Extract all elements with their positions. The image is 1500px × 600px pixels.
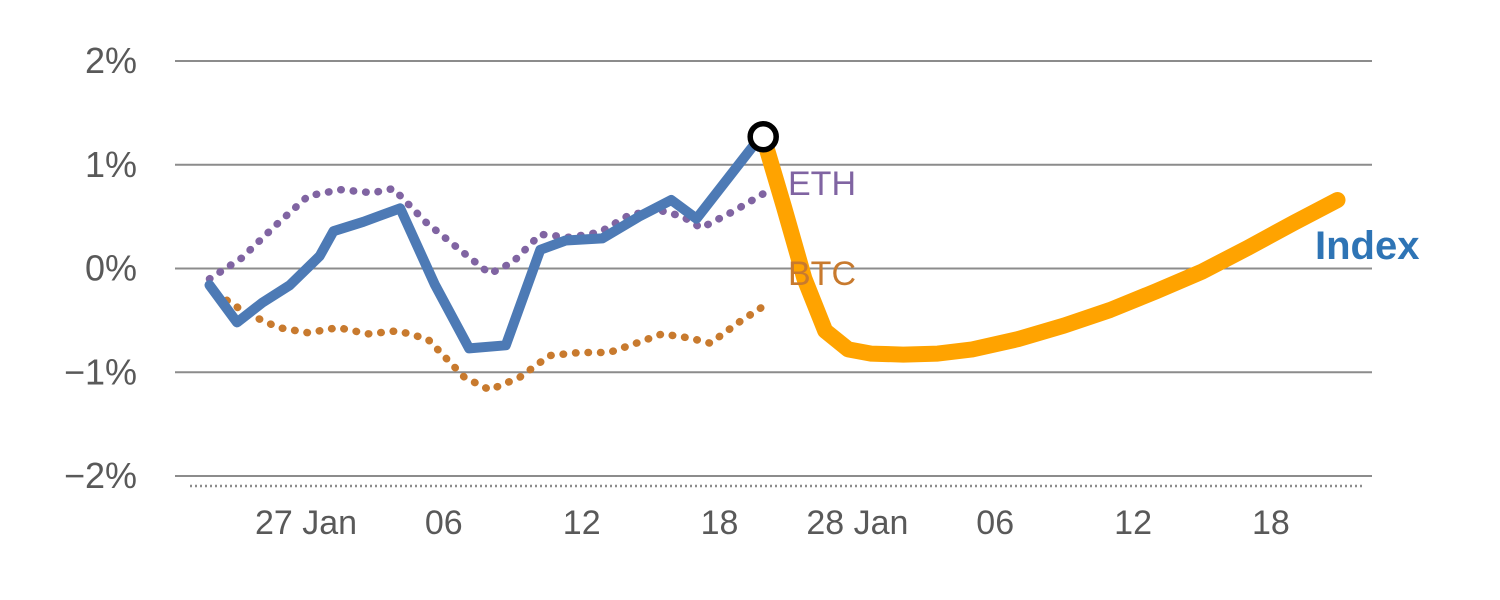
x-tick-label: 06 [425, 504, 463, 542]
x-tick-label: 12 [1114, 504, 1152, 542]
x-tick-label: 27 Jan [255, 504, 357, 542]
x-tick-label: 06 [976, 504, 1014, 542]
series-line-eth [205, 184, 767, 283]
x-tick-label: 18 [1252, 504, 1290, 542]
y-tick-label: 1% [85, 144, 137, 185]
y-tick-label: −2% [64, 455, 137, 496]
x-tick-label: 12 [563, 504, 601, 542]
series-line-index-forecast [755, 128, 1346, 363]
y-tick-label: 2% [85, 40, 137, 81]
series-line-btc [212, 289, 765, 394]
current-point-marker [747, 120, 779, 153]
y-tick-label: −1% [64, 351, 137, 392]
series-line-index [204, 136, 762, 354]
x-tick-label: 18 [701, 504, 739, 542]
x-tick-label: 28 Jan [806, 504, 908, 542]
y-tick-label: 0% [85, 248, 137, 289]
